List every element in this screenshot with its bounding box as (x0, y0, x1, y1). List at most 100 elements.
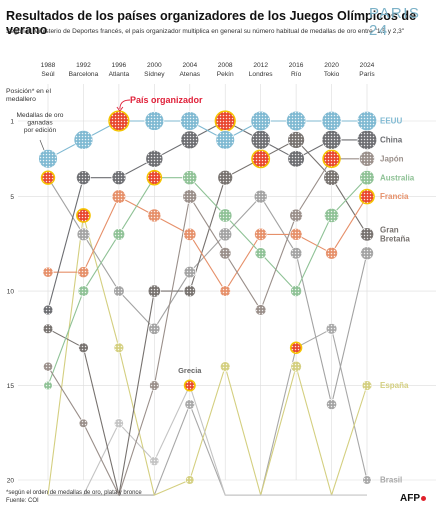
series-label-francia: Francia (380, 192, 409, 201)
marker-dots (357, 111, 377, 131)
medal-marker-eeuu-2024 (356, 110, 378, 132)
marker-dots (360, 228, 374, 241)
x-tick-year: 1996 (112, 62, 127, 69)
marker-dots (44, 381, 52, 390)
medal-marker-gran-bretana-2024 (359, 227, 375, 242)
y-tick-label: 1 (10, 118, 14, 125)
medal-marker-eeuu-2012 (250, 110, 271, 132)
medals-annotation-line: Medallas de oro (17, 112, 64, 119)
afp-logo-dot (421, 496, 426, 501)
medal-marker-gran-bretana-1992 (78, 342, 89, 354)
medal-marker-gran-bretana-2004 (183, 284, 196, 298)
afp-logo: AFP (400, 493, 420, 504)
medal-marker-australia-1992 (77, 285, 90, 297)
medal-marker-francia-2008 (219, 285, 231, 297)
x-tick-city: Atlanta (109, 71, 130, 78)
medal-marker-china-2020 (321, 129, 342, 150)
marker-dots (184, 228, 196, 241)
marker-dots (109, 111, 129, 131)
medal-marker-corea-del-sur-2000 (148, 322, 161, 335)
medal-marker-japon-2020 (322, 149, 341, 169)
marker-dots (252, 150, 269, 167)
marker-dots (219, 247, 231, 259)
marker-dots (254, 190, 267, 203)
medal-marker-gran-bretana-2012 (251, 149, 271, 169)
marker-dots (114, 343, 124, 353)
marker-dots (79, 419, 88, 428)
medal-marker-china-2012 (250, 129, 271, 150)
marker-dots (114, 419, 124, 428)
medal-marker-corea-del-sur-2008 (218, 227, 233, 242)
marker-dots (220, 362, 230, 372)
series-label-line: Bretaña (380, 234, 410, 243)
x-tick-year: 2004 (182, 62, 197, 69)
marker-dots (181, 131, 199, 149)
marker-dots (184, 266, 196, 278)
medal-markers (38, 110, 378, 485)
medal-marker-eeuu-2016 (285, 110, 307, 132)
marker-dots (180, 112, 199, 130)
medals-annotation-line: por edición (24, 127, 57, 134)
x-tick-city: Barcelona (69, 71, 99, 78)
x-tick-year: 2000 (147, 62, 162, 69)
medal-marker-corea-del-sur-1992 (76, 227, 91, 242)
series-label-line: Gran (380, 225, 399, 234)
x-tick-year: 2016 (289, 62, 304, 69)
medal-marker-china-2004 (180, 130, 200, 150)
medal-marker-china-1996 (111, 170, 127, 186)
medal-marker-francia-1992 (77, 266, 90, 279)
medal-marker-espana-2004 (185, 475, 195, 485)
medal-marker-gran-bretana-2000 (147, 284, 161, 298)
marker-dots (218, 170, 233, 185)
marker-dots (39, 149, 57, 168)
medal-marker-australia-2004 (182, 170, 198, 186)
x-tick-city: Seúl (41, 71, 55, 78)
marker-dots (79, 343, 88, 353)
marker-dots (78, 267, 89, 278)
marker-dots (323, 150, 340, 167)
x-tick-year: 1992 (76, 62, 91, 69)
marker-dots (215, 111, 235, 131)
medal-marker-eeuu-1988 (38, 149, 58, 169)
marker-dots (322, 130, 341, 149)
series-label-japon: Japón (380, 154, 404, 163)
marker-dots (184, 285, 196, 297)
marker-dots (43, 267, 53, 277)
marker-dots (185, 476, 194, 484)
medal-marker-francia-2004 (183, 227, 197, 241)
medal-marker-australia-2000 (146, 169, 163, 186)
medal-marker-espana-2016 (290, 360, 302, 373)
marker-dots (290, 285, 302, 297)
series-label-line: Brasil (380, 476, 402, 485)
medal-marker-francia-2020 (325, 246, 338, 260)
marker-dots (255, 305, 266, 315)
medal-marker-china-2024 (356, 129, 378, 151)
medal-marker-japon-2016 (289, 208, 303, 223)
marker-dots (363, 476, 371, 484)
medal-marker-australia-2008 (218, 208, 233, 223)
marker-dots (326, 399, 337, 410)
x-tick-year: 2020 (324, 62, 339, 69)
series-lines (47, 120, 368, 496)
series-line-china (47, 120, 367, 311)
marker-dots (185, 399, 195, 409)
medal-marker-australia-1996 (112, 228, 126, 241)
medal-marker-japon-2024 (359, 150, 375, 167)
series-line-australia (47, 177, 368, 386)
series-label-grecia: Grecia (178, 366, 202, 375)
marker-dots (324, 208, 339, 223)
medal-marker-china-2008 (214, 110, 236, 132)
marker-dots (112, 190, 126, 203)
medal-marker-francia-2000 (147, 208, 162, 223)
medal-marker-corea-del-sur-1996 (113, 285, 125, 297)
medal-marker-australia-2016 (290, 285, 303, 298)
series-label-china: China (380, 135, 403, 144)
series-label-line: China (380, 135, 403, 144)
series-line-espana (47, 214, 368, 496)
footnote: *según el orden de medallas de oro, plat… (6, 490, 142, 505)
series-label-eeuu: EEUU (380, 117, 402, 126)
series-label-espana: España (380, 381, 409, 390)
marker-dots (290, 209, 302, 222)
y-tick-label: 5 (10, 194, 14, 201)
